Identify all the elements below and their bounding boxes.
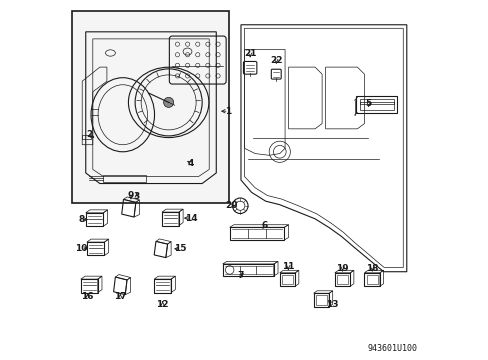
Text: 2: 2: [86, 130, 92, 139]
Text: 15: 15: [174, 244, 186, 253]
Text: 20: 20: [224, 201, 237, 210]
Text: 19: 19: [336, 264, 348, 273]
Bar: [82, 135, 91, 139]
Text: 5: 5: [365, 99, 371, 108]
Bar: [72, 11, 229, 203]
Text: 12: 12: [156, 300, 168, 309]
Bar: [336, 275, 347, 284]
Text: 8: 8: [78, 215, 84, 224]
Circle shape: [163, 97, 173, 107]
Text: 3: 3: [134, 193, 140, 202]
Text: 11: 11: [282, 262, 294, 271]
Text: 13: 13: [326, 300, 338, 309]
Text: 22: 22: [269, 55, 282, 64]
Bar: [222, 264, 273, 276]
Text: 9: 9: [127, 192, 134, 201]
Text: 6: 6: [261, 221, 267, 230]
Text: 21: 21: [244, 49, 256, 58]
Text: 1: 1: [225, 107, 231, 116]
Bar: [229, 227, 284, 240]
Text: 16: 16: [81, 292, 94, 301]
Bar: [281, 275, 293, 284]
Text: 943601U100: 943601U100: [366, 344, 417, 353]
Text: 17: 17: [114, 292, 126, 301]
Bar: [366, 275, 377, 284]
Text: 18: 18: [365, 264, 378, 273]
Text: 7: 7: [237, 271, 244, 280]
Bar: [315, 295, 326, 305]
Text: 10: 10: [75, 244, 87, 253]
Text: 4: 4: [187, 158, 194, 167]
Text: 14: 14: [184, 213, 197, 222]
